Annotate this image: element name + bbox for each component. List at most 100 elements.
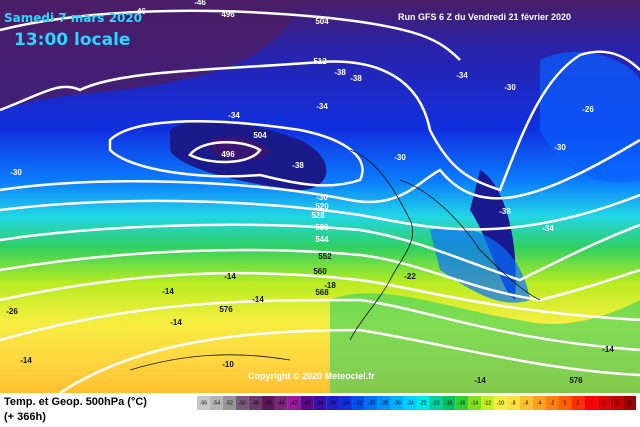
scale-cell [493, 396, 507, 410]
contour-label: -14 [252, 295, 264, 304]
scale-cell [416, 396, 430, 410]
contour-label: -34 [228, 111, 240, 120]
scale-label: -14 [471, 400, 478, 406]
scale-label: -42 [290, 400, 297, 406]
scale-label: -46 [264, 400, 271, 406]
scale-label: 6 [602, 400, 605, 406]
scale-label: -32 [355, 400, 362, 406]
contour-label: 544 [315, 235, 329, 244]
contour-label: 496 [221, 10, 235, 19]
scale-label: -38 [316, 400, 323, 406]
scale-cell [339, 396, 352, 410]
footer-title: Temp. et Geop. 500hPa (°C) [4, 396, 147, 408]
contour-label: -46 [194, 0, 206, 7]
scale-label: -40 [303, 400, 310, 406]
scale-cell [429, 396, 443, 410]
scale-label: 2 [577, 400, 580, 406]
contour-label: -38 [350, 74, 362, 83]
contour-label: -14 [170, 318, 182, 327]
contour-label: -34 [542, 224, 554, 233]
scale-cell [481, 396, 494, 410]
scale-cell [326, 396, 340, 410]
scale-cell [390, 396, 404, 410]
contour-label: -26 [6, 307, 18, 316]
contour-label: -30 [394, 153, 406, 162]
scale-label: 8 [615, 400, 618, 406]
contour-label: 576 [219, 305, 233, 314]
contour-label: -30 [504, 83, 516, 92]
footer-lead: (+ 366h) [4, 411, 46, 423]
contour-label: 536 [315, 223, 329, 232]
scale-cell [532, 396, 546, 410]
scale-label: 0 [564, 400, 567, 406]
scale-label: -4 [537, 400, 542, 406]
scale-label: -48 [251, 400, 258, 406]
contour-label: -14 [162, 287, 174, 296]
scale-cell [506, 396, 520, 410]
contour-label: -14 [602, 345, 614, 354]
scale-cell [468, 396, 482, 410]
scale-cell [571, 396, 585, 410]
scale-label: -22 [419, 400, 426, 406]
scale-cell [610, 396, 624, 410]
scale-label: -26 [394, 400, 401, 406]
scale-cell [377, 396, 391, 410]
scale-cell [248, 396, 262, 410]
scale-cell [300, 396, 314, 410]
scale-label: -34 [342, 400, 349, 406]
scale-label: -16 [458, 400, 465, 406]
scale-label: -52 [226, 400, 233, 406]
contour-label: -38 [292, 161, 304, 170]
map-date: Samedi 7 mars 2020 [4, 11, 142, 25]
scale-cell [274, 396, 288, 410]
scale-label: -36 [329, 400, 336, 406]
scale-cell [403, 396, 417, 410]
scale-label: -54 [213, 400, 220, 406]
contour-label: -38 [499, 207, 511, 216]
contour-label: -30 [554, 143, 566, 152]
scale-cell [364, 396, 378, 410]
scale-label: -44 [277, 400, 284, 406]
scale-cell [584, 396, 598, 410]
contour-label: 552 [318, 252, 332, 261]
contour-label: -18 [324, 281, 336, 290]
scale-cell [197, 396, 210, 410]
contour-label: 512 [313, 57, 327, 66]
contour-label: -34 [456, 71, 468, 80]
contour-label: -10 [222, 360, 234, 369]
scale-label: -28 [381, 400, 388, 406]
scale-cell [222, 396, 236, 410]
scale-cell [442, 396, 456, 410]
scale-label: -50 [239, 400, 246, 406]
scale-label: -20 [432, 400, 439, 406]
coastlines [129, 149, 541, 371]
contour-label: 576 [569, 376, 583, 385]
scale-label: 4 [589, 400, 592, 406]
contour-labels: -46 496 -46 504 512 -38 -38 -34 -30 -26 -34 -34 504 4… [6, 0, 614, 385]
scale-label: -8 [511, 400, 516, 406]
scale-label: -18 [445, 400, 452, 406]
scale-cell [545, 396, 559, 410]
scale-label: 10 [627, 400, 633, 406]
scale-label: -30 [368, 400, 375, 406]
scale-label: -6 [524, 400, 529, 406]
scale-cell [261, 396, 275, 410]
contour-label: -26 [582, 105, 594, 114]
scale-label: -10 [497, 400, 504, 406]
contour-label: -30 [10, 168, 22, 177]
scale-cell [623, 396, 636, 410]
contour-label: -14 [474, 376, 486, 385]
contour-label: 520 [315, 202, 329, 211]
map-background [0, 0, 640, 393]
map-time: 13:00 locale [14, 30, 130, 50]
contour-label: 528 [311, 211, 325, 220]
scale-cell [455, 396, 469, 410]
contour-label: 560 [313, 267, 327, 276]
run-info: Run GFS 6 Z du Vendredi 21 février 2020 [398, 12, 571, 22]
scale-label: -24 [406, 400, 413, 406]
contours [0, 9, 640, 395]
copyright: Copyright © 2020 Meteociel.fr [248, 371, 375, 381]
contour-label: -14 [224, 272, 236, 281]
contour-label: 496 [221, 150, 235, 159]
